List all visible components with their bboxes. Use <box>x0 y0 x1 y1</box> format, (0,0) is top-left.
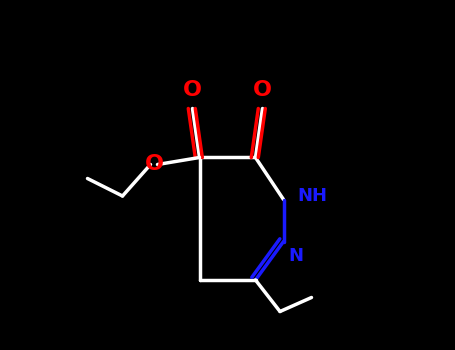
Text: O: O <box>253 80 272 100</box>
Text: NH: NH <box>298 187 328 205</box>
Text: N: N <box>289 247 304 265</box>
Text: O: O <box>145 154 163 175</box>
Text: O: O <box>183 80 202 100</box>
